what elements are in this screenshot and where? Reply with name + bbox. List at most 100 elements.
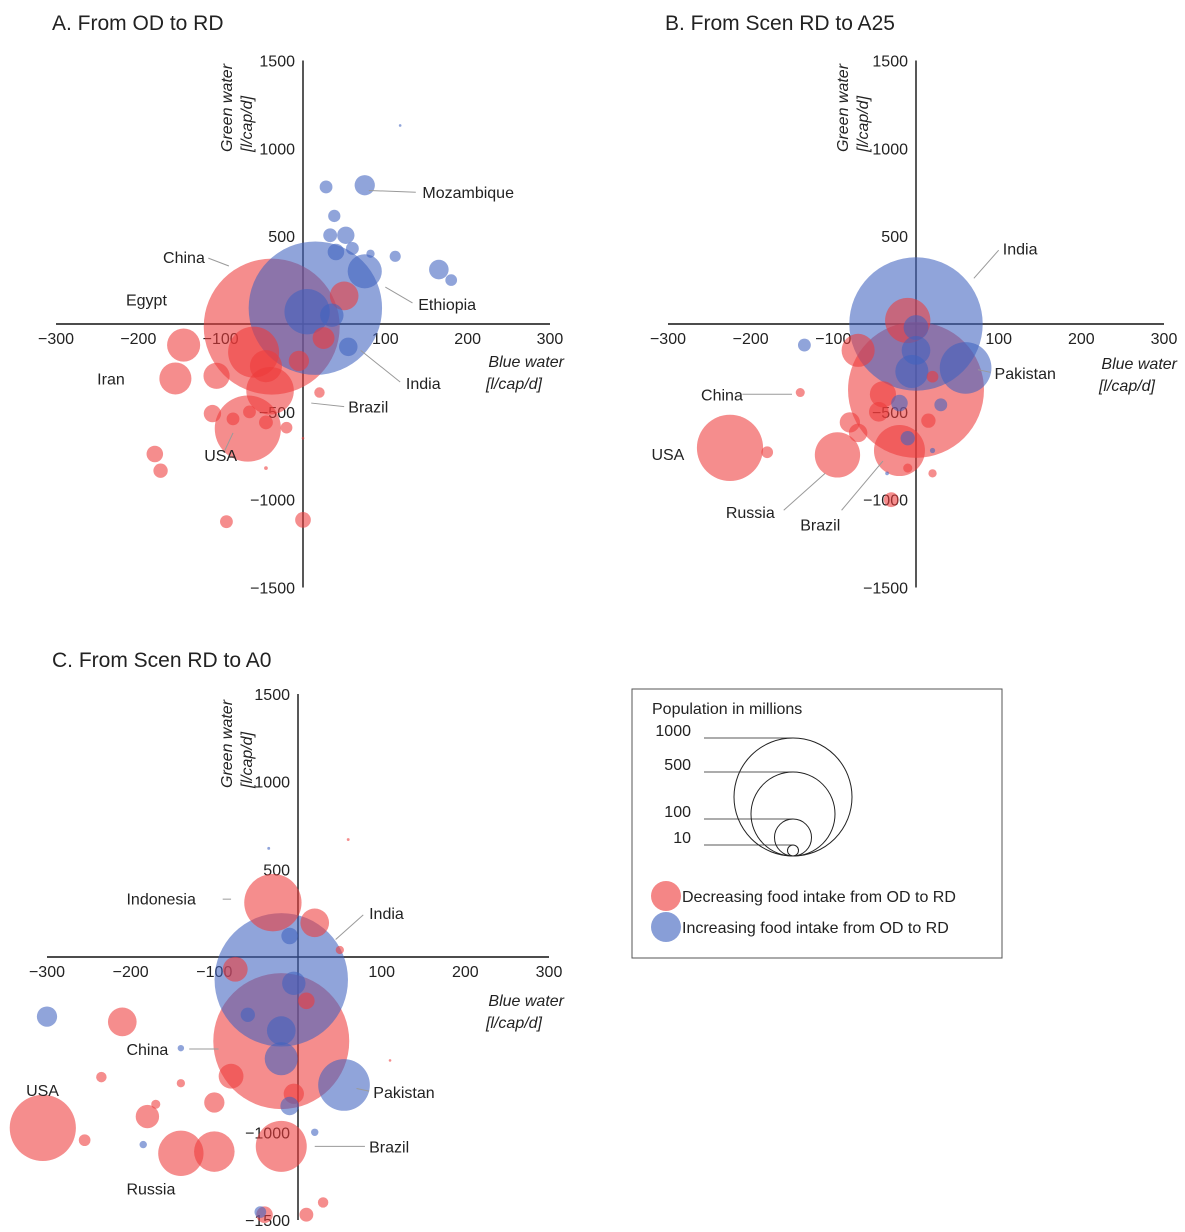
data-bubble-increasing: [177, 1044, 185, 1052]
data-bubble-increasing: [797, 338, 811, 352]
data-bubble-decreasing: [795, 387, 805, 398]
data-bubble-decreasing: [176, 1079, 185, 1088]
country-label: Russia: [726, 505, 775, 522]
data-bubble-increasing: [319, 180, 333, 194]
data-bubble-decreasing: [249, 350, 282, 383]
y-tick-label: 1500: [872, 53, 908, 70]
x-tick-label: −300: [38, 331, 74, 348]
leader-line: [356, 1087, 370, 1092]
data-bubble-increasing: [327, 243, 345, 261]
country-label: Ethiopia: [418, 297, 476, 314]
country-label: China: [701, 387, 743, 404]
data-bubble-decreasing: [194, 1131, 235, 1172]
panel-a-xlabel-2: [l/cap/d]: [485, 376, 543, 393]
data-bubble-decreasing: [388, 1059, 392, 1062]
country-label: Indonesia: [126, 891, 195, 908]
y-tick-label: 1500: [259, 53, 295, 70]
data-bubble-increasing: [345, 242, 359, 255]
panel-b-xlabel-2: [l/cap/d]: [1098, 378, 1156, 395]
data-bubble-decreasing: [848, 423, 868, 443]
data-bubble-decreasing: [903, 463, 913, 473]
data-bubble-increasing: [139, 1140, 147, 1149]
legend-title: Population in millions: [652, 701, 802, 718]
panel-b-chart: B. From Scen RD to A25 −300 −200 −100 100 20…: [650, 12, 1178, 598]
x-tick-label: −200: [113, 964, 149, 981]
data-bubble-increasing: [903, 315, 929, 340]
data-bubble-increasing: [901, 336, 931, 365]
country-label: Pakistan: [995, 366, 1056, 383]
data-bubble-decreasing: [146, 445, 164, 463]
data-bubble-decreasing: [244, 873, 302, 932]
country-label: Brazil: [348, 400, 388, 417]
data-bubble-decreasing: [301, 436, 305, 440]
x-tick-label: 300: [537, 331, 564, 348]
data-bubble-decreasing: [259, 415, 273, 430]
legend: Population in millions 1000 500 100 10 Decr…: [631, 688, 1003, 959]
panel-b-xlabel-1: Blue water: [1101, 356, 1177, 373]
data-bubble-decreasing: [203, 404, 222, 423]
country-label: Mozambique: [422, 185, 514, 202]
data-bubble-increasing: [266, 1016, 296, 1045]
data-bubble-decreasing: [107, 1007, 137, 1037]
data-bubble-decreasing: [329, 281, 359, 311]
legend-size-label: 500: [664, 757, 691, 774]
x-tick-label: 100: [372, 331, 399, 348]
data-bubble-increasing: [939, 342, 992, 394]
data-bubble-increasing: [318, 1059, 370, 1111]
data-bubble-decreasing: [220, 515, 233, 529]
panel-c-bubbles: [9, 838, 392, 1223]
data-bubble-decreasing: [926, 370, 939, 383]
data-bubble-increasing: [254, 1206, 267, 1218]
country-label: Brazil: [800, 517, 840, 534]
x-tick-label: 200: [454, 331, 481, 348]
data-bubble-decreasing: [226, 412, 240, 426]
data-bubble-increasing: [311, 1128, 319, 1137]
x-tick-label: 300: [536, 964, 563, 981]
data-bubble-decreasing: [96, 1071, 107, 1083]
y-tick-label: 500: [268, 229, 295, 246]
y-tick-label: 1500: [254, 687, 290, 704]
data-bubble-decreasing: [814, 432, 861, 478]
leader-line: [977, 369, 991, 373]
data-bubble-decreasing: [921, 413, 936, 428]
data-bubble-decreasing: [222, 956, 248, 982]
panel-a-ylabel-2: [l/cap/d]: [239, 95, 256, 153]
country-label: India: [406, 376, 441, 393]
panel-a-title: A. From OD to RD: [52, 12, 224, 35]
data-bubble-increasing: [929, 447, 936, 454]
country-label: USA: [204, 448, 237, 465]
data-bubble-increasing: [267, 846, 271, 850]
data-bubble-decreasing: [264, 466, 268, 470]
country-label: India: [369, 906, 404, 923]
x-tick-label: −300: [29, 964, 65, 981]
data-bubble-decreasing: [298, 992, 315, 1010]
leader-line: [973, 249, 1000, 279]
country-label: Iran: [97, 371, 125, 388]
data-bubble-increasing: [320, 303, 344, 327]
y-tick-label: 500: [881, 229, 908, 246]
x-tick-label: 100: [368, 964, 395, 981]
leader-line: [311, 402, 345, 408]
y-tick-label: 1000: [259, 141, 295, 158]
data-bubble-decreasing: [346, 838, 350, 841]
leader-line: [360, 349, 401, 383]
data-bubble-increasing: [284, 289, 330, 335]
panel-c-ylabel-1: Green water: [219, 699, 236, 788]
data-bubble-increasing: [389, 250, 401, 262]
panel-a-country-labels: Mozambique China Egypt Ethiopia India Iran Bra…: [97, 185, 514, 465]
data-bubble-increasing: [398, 124, 402, 127]
data-bubble-increasing: [445, 274, 458, 286]
data-bubble-increasing: [429, 259, 449, 280]
panel-b-title: B. From Scen RD to A25: [665, 12, 895, 35]
country-label: India: [1003, 241, 1038, 258]
panel-b-bubbles: [696, 257, 992, 508]
data-bubble-decreasing: [78, 1134, 91, 1147]
country-label: Brazil: [369, 1139, 409, 1156]
panel-c-chart: C. From Scen RD to A0 −300 −200 −100 100 200…: [9, 649, 565, 1230]
country-label: China: [126, 1042, 168, 1059]
data-bubble-decreasing: [9, 1094, 76, 1162]
legend-box: [631, 688, 1003, 959]
data-bubble-increasing: [339, 337, 358, 357]
leader-line: [385, 286, 413, 304]
